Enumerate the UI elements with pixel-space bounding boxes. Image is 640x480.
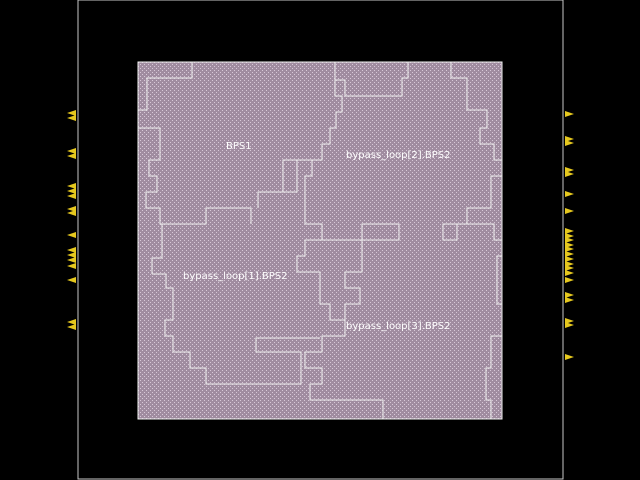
left-pin-triangle-icon [67,115,76,121]
region-outline-right-low [496,255,502,305]
right-pin-triangle-icon [565,318,574,324]
right-pin-triangle-icon [565,208,574,214]
region-outline-center-vertical [312,62,343,161]
right-pin-triangle-icon [565,270,574,276]
left-pin-triangle-icon [67,210,76,216]
region-boundaries [138,62,502,419]
left-pin-triangle-icon [67,188,76,194]
left-pin-triangle-icon [67,324,76,330]
region-outline-bps1-bottom [162,207,252,225]
right-pin-triangle-icon [565,167,574,173]
right-pin-triangle-icon [565,237,574,243]
right-pin-triangle-icon [565,233,574,239]
left-pin-triangle-icon [67,252,76,258]
left-io-pins [67,110,76,330]
left-pin-triangle-icon [67,183,76,189]
right-pin-triangle-icon [565,136,574,142]
left-pin-triangle-icon [67,257,76,263]
region-outline-center-low [282,160,298,193]
left-pin-triangle-icon [67,277,76,283]
right-pin-triangle-icon [565,246,574,252]
right-pin-triangle-icon [565,297,574,303]
label-bypass-loop-2[interactable]: bypass_loop[2].BPS2 [346,150,450,161]
right-pin-triangle-icon [565,171,574,177]
right-pin-triangle-icon [565,322,574,328]
right-pin-triangle-icon [565,140,574,146]
right-pin-triangle-icon [565,251,574,257]
label-bypass-loop-3[interactable]: bypass_loop[3].BPS2 [346,321,450,332]
left-pin-triangle-icon [67,319,76,325]
region-outline-right-bottom [485,335,502,419]
right-pin-triangle-icon [565,111,574,117]
left-pin-triangle-icon [67,193,76,199]
region-outline-top-right [335,62,409,97]
right-pin-triangle-icon [565,191,574,197]
left-pin-triangle-icon [67,232,76,238]
left-pin-triangle-icon [67,148,76,154]
region-outline-right-top [450,62,502,161]
region-outline-right-mid [442,175,502,241]
die-boundary [77,0,564,480]
region-outline-center-top [257,159,384,419]
region-outline-left-low [152,273,320,385]
left-pin-triangle-icon [67,110,76,116]
left-pin-triangle-icon [67,206,76,212]
right-pin-triangle-icon [565,261,574,267]
right-pin-triangle-icon [565,242,574,248]
right-pin-triangle-icon [565,228,574,234]
left-pin-triangle-icon [67,263,76,269]
right-io-pins [565,111,574,360]
right-pin-triangle-icon [565,292,574,298]
region-outline-bps1 [138,62,193,111]
right-pin-triangle-icon [565,256,574,262]
left-pin-triangle-icon [67,247,76,253]
region-outline-mid-band [322,223,400,320]
left-pin-triangle-icon [67,153,76,159]
right-pin-triangle-icon [565,277,574,283]
right-pin-triangle-icon [565,354,574,360]
region-outline-top-left [138,127,163,274]
label-bypass-loop-1[interactable]: bypass_loop[1].BPS2 [183,271,287,282]
right-pin-triangle-icon [565,265,574,271]
label-bps1[interactable]: BPS1 [226,141,252,152]
